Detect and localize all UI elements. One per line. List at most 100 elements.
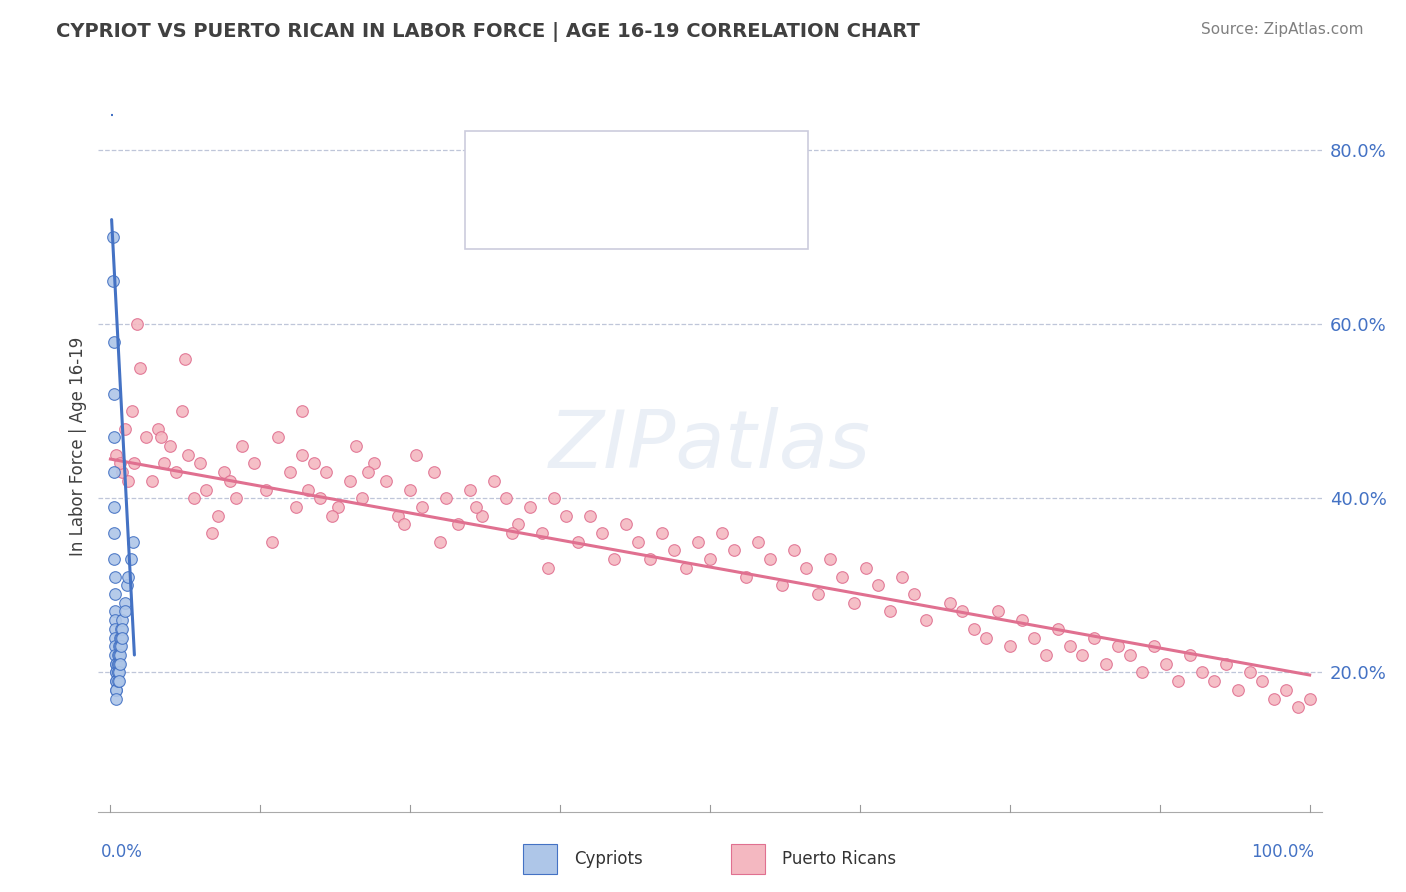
Point (1274, 682, 1296, 697)
Point (108, 648, 131, 662)
Point (104, 640, 127, 654)
Point (104, 648, 127, 662)
Point (458, 483, 481, 497)
Point (537, 561, 560, 575)
Point (125, 317, 148, 331)
Point (387, 508, 409, 523)
Point (108, 640, 131, 654)
Point (1119, 648, 1142, 662)
Point (807, 587, 830, 601)
Point (447, 517, 470, 532)
Point (108, 665, 131, 680)
Point (759, 552, 782, 566)
Point (1094, 657, 1116, 671)
Point (105, 665, 128, 680)
Point (855, 561, 877, 575)
Point (231, 439, 253, 453)
Point (103, 334, 125, 349)
Point (110, 640, 132, 654)
Point (1239, 665, 1261, 680)
Point (219, 474, 242, 488)
Text: 0.411: 0.411 (602, 154, 659, 172)
Point (1059, 640, 1081, 654)
Point (111, 622, 134, 636)
Point (148, 421, 170, 435)
Point (188, 457, 212, 471)
Point (285, 500, 308, 514)
Point (555, 508, 578, 523)
Point (1202, 674, 1225, 689)
Point (105, 682, 128, 697)
Point (177, 448, 200, 462)
Point (124, 457, 146, 471)
Point (1215, 657, 1237, 671)
Point (105, 665, 128, 680)
Point (471, 508, 494, 523)
Point (291, 404, 314, 418)
Point (110, 631, 132, 645)
Point (104, 613, 127, 627)
Point (1046, 622, 1069, 636)
Point (531, 526, 554, 541)
Point (195, 483, 218, 497)
Text: N =: N = (681, 154, 716, 172)
FancyBboxPatch shape (479, 198, 523, 234)
Point (107, 648, 129, 662)
Point (104, 622, 127, 636)
Point (363, 457, 385, 471)
Point (915, 613, 938, 627)
FancyBboxPatch shape (465, 131, 808, 249)
Text: Puerto Ricans: Puerto Ricans (782, 849, 896, 868)
Text: R =: R = (537, 154, 571, 172)
Point (974, 631, 997, 645)
Point (344, 439, 367, 453)
Y-axis label: In Labor Force | Age 16-19: In Labor Force | Age 16-19 (69, 336, 87, 556)
Point (173, 351, 195, 366)
Point (129, 360, 152, 375)
Point (117, 569, 139, 583)
Point (1250, 674, 1272, 689)
Point (770, 578, 793, 592)
Point (267, 430, 290, 444)
Point (149, 430, 172, 444)
Point (201, 526, 224, 541)
Point (747, 534, 769, 549)
Point (114, 604, 136, 618)
Point (495, 491, 517, 506)
Point (579, 508, 602, 523)
Point (711, 526, 734, 541)
Point (1035, 648, 1057, 662)
Point (662, 543, 685, 558)
Point (543, 491, 565, 506)
Point (950, 604, 973, 618)
Text: R =: R = (537, 207, 571, 225)
Point (304, 457, 326, 471)
Point (104, 569, 127, 583)
Point (243, 457, 266, 471)
Point (1011, 613, 1033, 627)
Point (794, 561, 817, 575)
Point (1070, 648, 1092, 662)
Point (103, 526, 125, 541)
FancyBboxPatch shape (731, 844, 765, 874)
Point (1191, 665, 1213, 680)
Point (866, 578, 889, 592)
Point (1083, 631, 1105, 645)
Point (107, 665, 129, 680)
Point (1107, 640, 1129, 654)
Point (254, 483, 277, 497)
Point (1178, 648, 1201, 662)
Point (108, 457, 131, 471)
Point (651, 526, 673, 541)
Point (429, 534, 451, 549)
Point (291, 448, 314, 462)
Point (111, 613, 134, 627)
Point (111, 631, 134, 645)
Point (108, 674, 131, 689)
Point (107, 665, 129, 680)
Point (699, 552, 721, 566)
Point (225, 491, 247, 506)
Text: ZIPatlas: ZIPatlas (548, 407, 872, 485)
Point (627, 534, 650, 549)
Point (214, 465, 236, 479)
